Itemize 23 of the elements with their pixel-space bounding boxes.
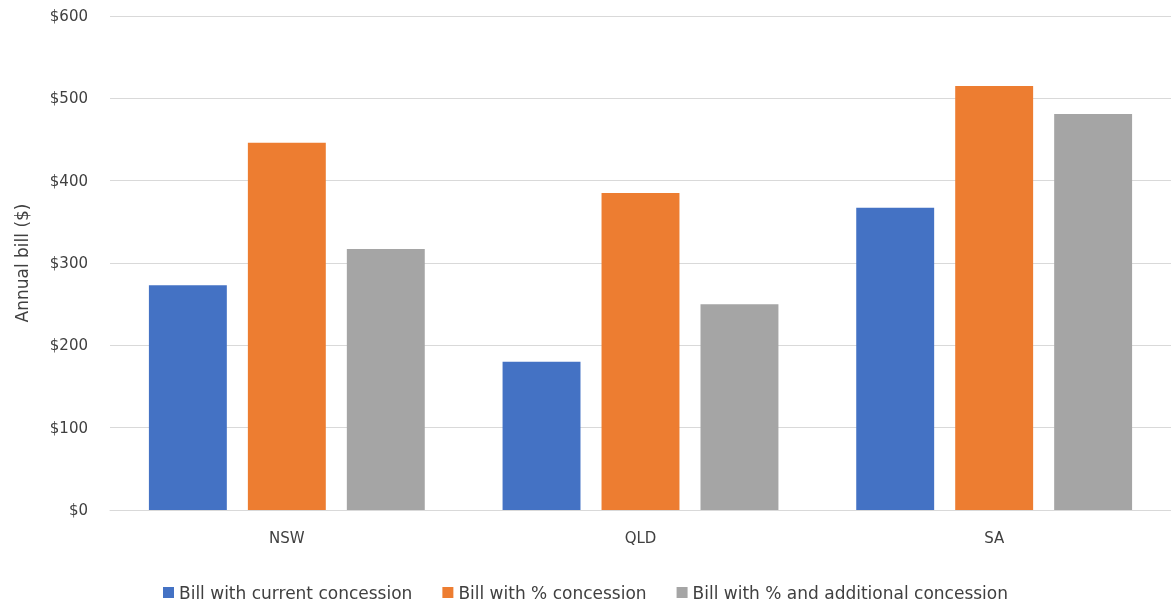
legend-label: Bill with current concession [179,582,413,603]
y-tick-label: $600 [49,7,88,25]
legend-label: Bill with % concession [458,582,647,603]
y-tick-label: $0 [68,501,88,519]
bar [247,142,326,510]
y-tick-label: $200 [49,336,88,355]
bar [502,361,581,510]
y-tick-label: $400 [49,171,88,190]
legend-label: Bill with % and additional concession [692,582,1008,603]
bar [346,249,425,510]
x-tick-label: QLD [624,528,657,547]
bar [1054,113,1133,510]
x-tick-label: SA [984,528,1005,547]
bar [601,193,680,510]
bar [955,85,1034,510]
y-tick-label: $500 [49,89,88,108]
bar [856,207,935,510]
bar [148,285,227,510]
bar [700,304,779,510]
y-tick-label: $100 [49,418,88,437]
x-tick-label: NSW [269,528,305,547]
y-axis-title: Annual bill ($) [11,203,32,323]
y-tick-label: $300 [49,254,88,272]
